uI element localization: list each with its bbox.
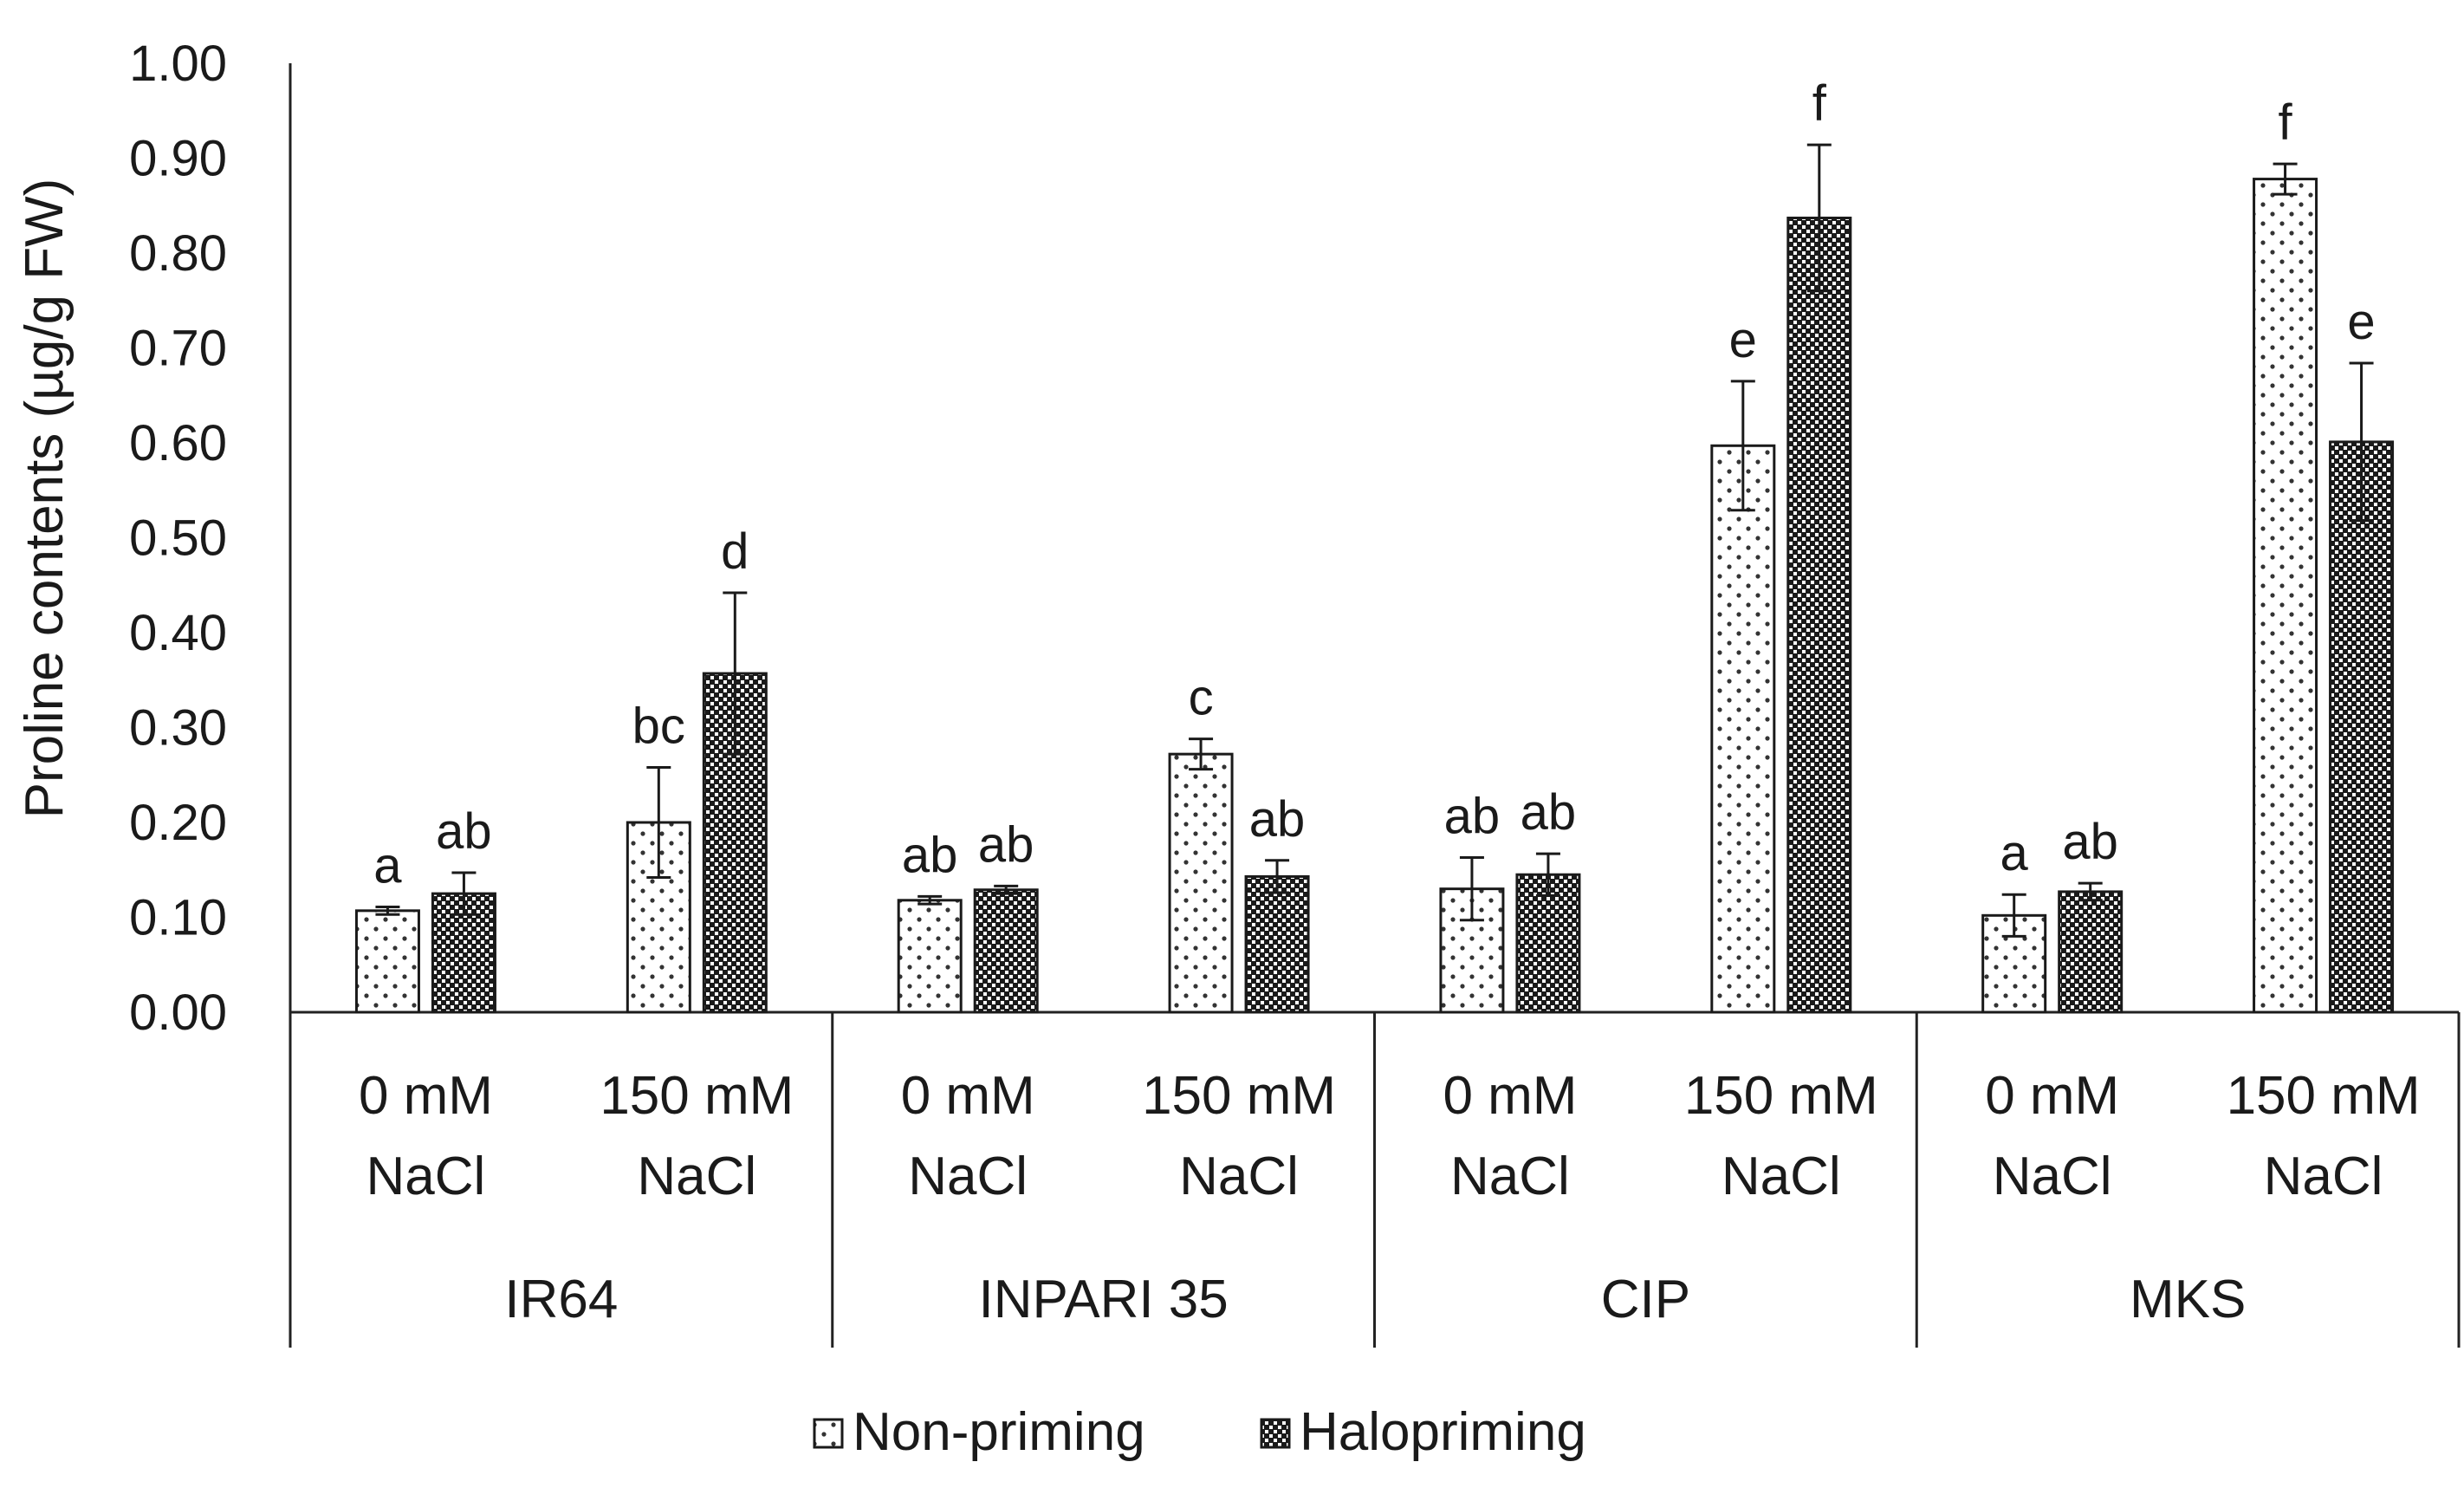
legend-swatch-halopriming: [1260, 1418, 1291, 1449]
group-label: IR64: [504, 1270, 618, 1329]
y-tick-label: 1.00: [129, 36, 227, 92]
treatment-label: 0 mM: [1985, 1066, 2119, 1126]
y-tick-label: 0.60: [129, 415, 227, 471]
bar-non-priming: [1168, 752, 1234, 1014]
group-label: INPARI 35: [978, 1270, 1228, 1329]
y-tick-label: 0.00: [129, 984, 227, 1041]
treatment-label: 150 mM: [1142, 1066, 1336, 1126]
significance-label: f: [1812, 75, 1827, 132]
legend-label-non-priming: Non-priming: [853, 1402, 1145, 1462]
treatment-label: NaCl: [366, 1147, 486, 1206]
treatment-label: 150 mM: [600, 1066, 794, 1126]
y-tick-label: 0.30: [129, 700, 227, 757]
significance-label: ab: [436, 803, 492, 860]
y-tick-label: 0.90: [129, 131, 227, 187]
treatment-label: 150 mM: [2227, 1066, 2421, 1126]
y-tick-label: 0.10: [129, 890, 227, 946]
treatment-label: 0 mM: [359, 1066, 493, 1126]
y-axis-label: Proline contents (µg/g FW): [15, 179, 75, 819]
y-tick-label: 0.20: [129, 795, 227, 851]
significance-label: f: [2279, 94, 2293, 151]
bar-halopriming: [1786, 216, 1852, 1014]
bar-halopriming: [2329, 440, 2395, 1014]
bar-halopriming: [973, 888, 1039, 1014]
treatment-label: NaCl: [1993, 1147, 2112, 1206]
significance-label: d: [721, 523, 749, 580]
significance-label: ab: [1444, 789, 1501, 845]
significance-label: ab: [1521, 784, 1577, 841]
significance-label: ab: [2062, 814, 2118, 870]
significance-label: ab: [902, 827, 958, 883]
group-label: MKS: [2130, 1270, 2246, 1329]
significance-label: a: [2000, 825, 2029, 881]
y-axis-ticks: 0.00 0.10 0.20 0.30 0.40 0.50 0.60 0.70 0.80 0.90…: [129, 36, 227, 1041]
group-label: CIP: [1601, 1270, 1690, 1329]
significance-label: e: [1729, 312, 1757, 368]
bar-non-priming: [2253, 178, 2318, 1014]
bar-halopriming: [1244, 874, 1310, 1014]
error-bars: [375, 143, 2374, 938]
bar-non-priming: [897, 899, 963, 1014]
significance-label: a: [373, 837, 402, 893]
axes: [289, 63, 2461, 1348]
treatment-label: 0 mM: [901, 1066, 1035, 1126]
y-tick-label: 0.80: [129, 225, 227, 282]
treatment-label: NaCl: [2264, 1147, 2383, 1206]
significance-label: e: [2347, 294, 2375, 350]
bar-halopriming: [2058, 890, 2124, 1014]
bar-non-priming: [354, 909, 420, 1014]
y-tick-label: 0.40: [129, 605, 227, 661]
treatment-label: NaCl: [1179, 1147, 1299, 1206]
legend-label-halopriming: Halopriming: [1300, 1402, 1586, 1462]
significance-label: c: [1189, 670, 1214, 726]
y-tick-label: 0.70: [129, 321, 227, 377]
significance-label: bc: [632, 698, 685, 754]
bar-non-priming: [1710, 444, 1776, 1014]
x-axis-categories: IR64 0 mM NaCl 150 mM NaCl INPARI 35 0 mM NaCl 1…: [359, 1066, 2421, 1329]
treatment-label: 150 mM: [1684, 1066, 1878, 1126]
significance-label: ab: [978, 816, 1034, 873]
bars: [354, 178, 2395, 1014]
legend: Non-priming Halopriming: [813, 1402, 1586, 1462]
legend-swatch-non-priming: [813, 1418, 844, 1449]
bar-halopriming: [1515, 873, 1581, 1014]
treatment-label: NaCl: [637, 1147, 756, 1206]
significance-label: ab: [1249, 791, 1306, 848]
treatment-label: NaCl: [908, 1147, 1028, 1206]
treatment-label: NaCl: [1722, 1147, 1841, 1206]
treatment-label: 0 mM: [1443, 1066, 1577, 1126]
y-tick-label: 0.50: [129, 510, 227, 567]
treatment-label: NaCl: [1450, 1147, 1570, 1206]
